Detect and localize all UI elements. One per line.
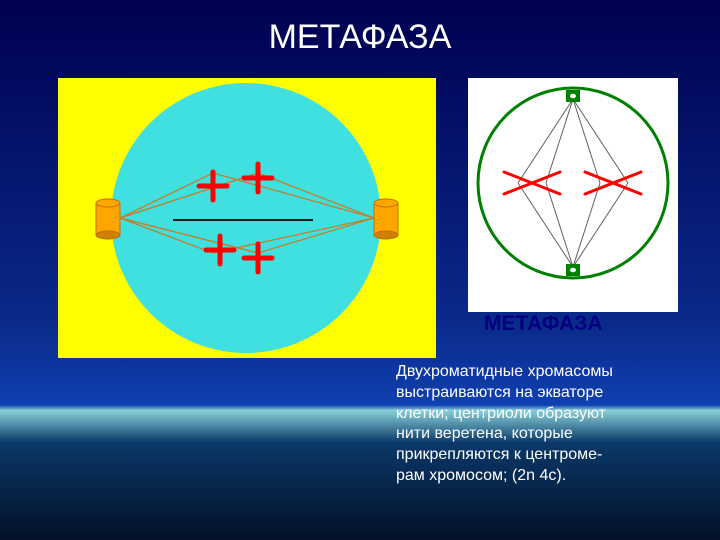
- right-diagram-svg: [468, 78, 678, 312]
- left-diagram-svg: [58, 78, 436, 358]
- left-diagram-panel: [58, 78, 436, 358]
- right-diagram-label: МЕТАФАЗА: [484, 312, 603, 336]
- page-title: МЕТАФАЗА: [0, 18, 720, 57]
- right-diagram-panel: [468, 78, 678, 312]
- description-text: Двухроматидные хромасомывыстраиваются на…: [396, 362, 613, 487]
